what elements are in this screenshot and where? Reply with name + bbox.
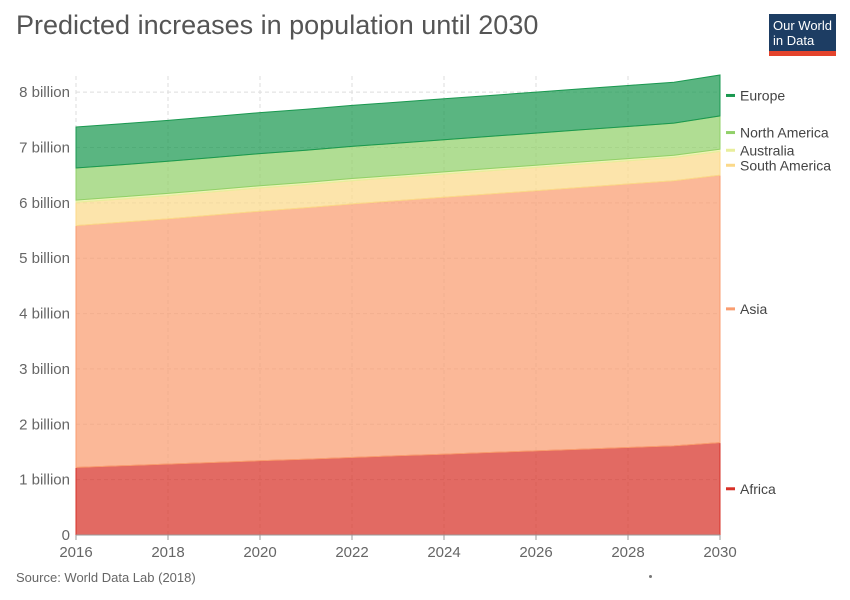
y-tick-label: 1 billion	[19, 472, 70, 489]
logo-line-1: Our World	[773, 18, 832, 33]
x-tick-label: 2018	[151, 544, 184, 561]
y-tick-label: 3 billion	[19, 361, 70, 378]
y-tick-label: 7 billion	[19, 140, 70, 157]
y-tick-label: 8 billion	[19, 84, 70, 101]
y-tick-label: 6 billion	[19, 195, 70, 212]
y-tick-label: 4 billion	[19, 306, 70, 323]
logo-line-2: in Data	[773, 33, 815, 48]
area-europe[interactable]	[75, 74, 721, 169]
area-series-layer	[75, 74, 721, 536]
x-tick-label: 2024	[427, 544, 460, 561]
x-tick-label: 2030	[703, 544, 736, 561]
x-tick-label: 2016	[59, 544, 92, 561]
y-tick-label: 5 billion	[19, 250, 70, 267]
x-tick-label: 2028	[611, 544, 644, 561]
legend-label-asia[interactable]: Asia	[740, 301, 767, 317]
legend-label-south-america[interactable]: South America	[740, 157, 831, 173]
area-asia[interactable]	[75, 174, 721, 469]
x-tick-label: 2022	[335, 544, 368, 561]
our-world-in-data-logo[interactable]: Our World in Data	[769, 14, 836, 56]
legend-label-north-america[interactable]: North America	[740, 125, 829, 141]
source-note: Source: World Data Lab (2018)	[16, 570, 196, 585]
y-tick-label: 2 billion	[19, 416, 70, 433]
axes: 0 1 billion 2 billion 3 billion 4 billion 5 b…	[19, 84, 737, 561]
x-tick-label: 2020	[243, 544, 276, 561]
legend-label-africa[interactable]: Africa	[740, 481, 776, 497]
y-tick-label: 0	[62, 527, 70, 544]
legend-label-australia[interactable]: Australia	[740, 142, 795, 158]
chart-title: Predicted increases in population until …	[16, 10, 539, 40]
x-tick-label: 2026	[519, 544, 552, 561]
footer-dot	[649, 575, 652, 578]
legend-label-europe[interactable]: Europe	[740, 87, 785, 103]
